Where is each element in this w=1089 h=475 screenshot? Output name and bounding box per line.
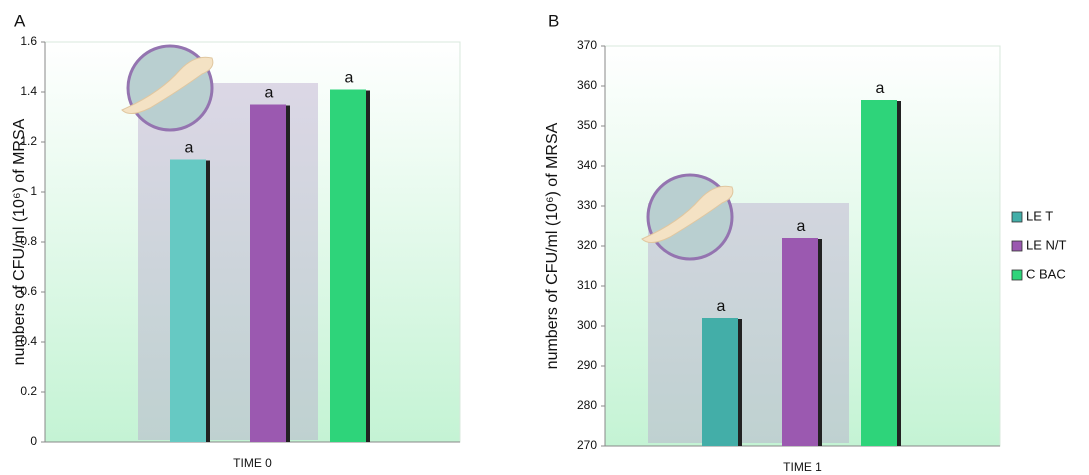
y-tick-label: 0	[30, 434, 37, 448]
legend-label: LE N/T	[1026, 237, 1067, 252]
y-axis-label: numbers of CFU/ml (10⁶) of MRSA	[544, 122, 561, 369]
bar-annotation: a	[876, 80, 885, 97]
y-tick-label: 370	[577, 38, 597, 52]
legend-label: C BAC	[1026, 266, 1066, 281]
bar-annotation: a	[265, 85, 274, 102]
y-tick-label: 300	[577, 318, 597, 332]
x-tick-label: TIME 0	[233, 456, 272, 470]
y-tick-label: 1.4	[20, 84, 37, 98]
bar	[861, 100, 897, 446]
bar-annotation: a	[717, 298, 726, 315]
legend-swatch	[1012, 241, 1022, 251]
bar	[250, 105, 286, 443]
y-tick-label: 0.2	[20, 384, 37, 398]
x-tick-label: TIME 1	[783, 460, 822, 474]
decor-panel	[138, 83, 318, 440]
y-tick-label: 320	[577, 238, 597, 252]
y-tick-label: 330	[577, 198, 597, 212]
panel-label: A	[14, 11, 26, 30]
bar-annotation: a	[345, 70, 354, 87]
legend-swatch	[1012, 212, 1022, 222]
y-tick-label: 290	[577, 358, 597, 372]
y-tick-label: 280	[577, 398, 597, 412]
bar	[702, 318, 738, 446]
y-tick-label: 360	[577, 78, 597, 92]
panel-label: B	[548, 11, 559, 30]
bar-annotation: a	[797, 218, 806, 235]
y-tick-label: 0.6	[20, 284, 37, 298]
y-tick-label: 0.4	[20, 334, 37, 348]
y-tick-label: 1.2	[20, 134, 37, 148]
bar	[782, 238, 818, 446]
bar-annotation: a	[185, 140, 194, 157]
legend-label: LE T	[1026, 208, 1053, 223]
bar	[170, 160, 206, 443]
y-tick-label: 270	[577, 438, 597, 452]
y-tick-label: 310	[577, 278, 597, 292]
y-tick-label: 0.8	[20, 234, 37, 248]
figure: Anumbers of CFU/ml (10⁶) of MRSA 0 0.2 0.4 0…	[0, 0, 1089, 475]
y-tick-label: 350	[577, 118, 597, 132]
legend-swatch	[1012, 270, 1022, 280]
bar	[330, 90, 366, 443]
y-tick-label: 1.6	[20, 34, 37, 48]
y-tick-label: 1	[30, 184, 37, 198]
y-tick-label: 340	[577, 158, 597, 172]
